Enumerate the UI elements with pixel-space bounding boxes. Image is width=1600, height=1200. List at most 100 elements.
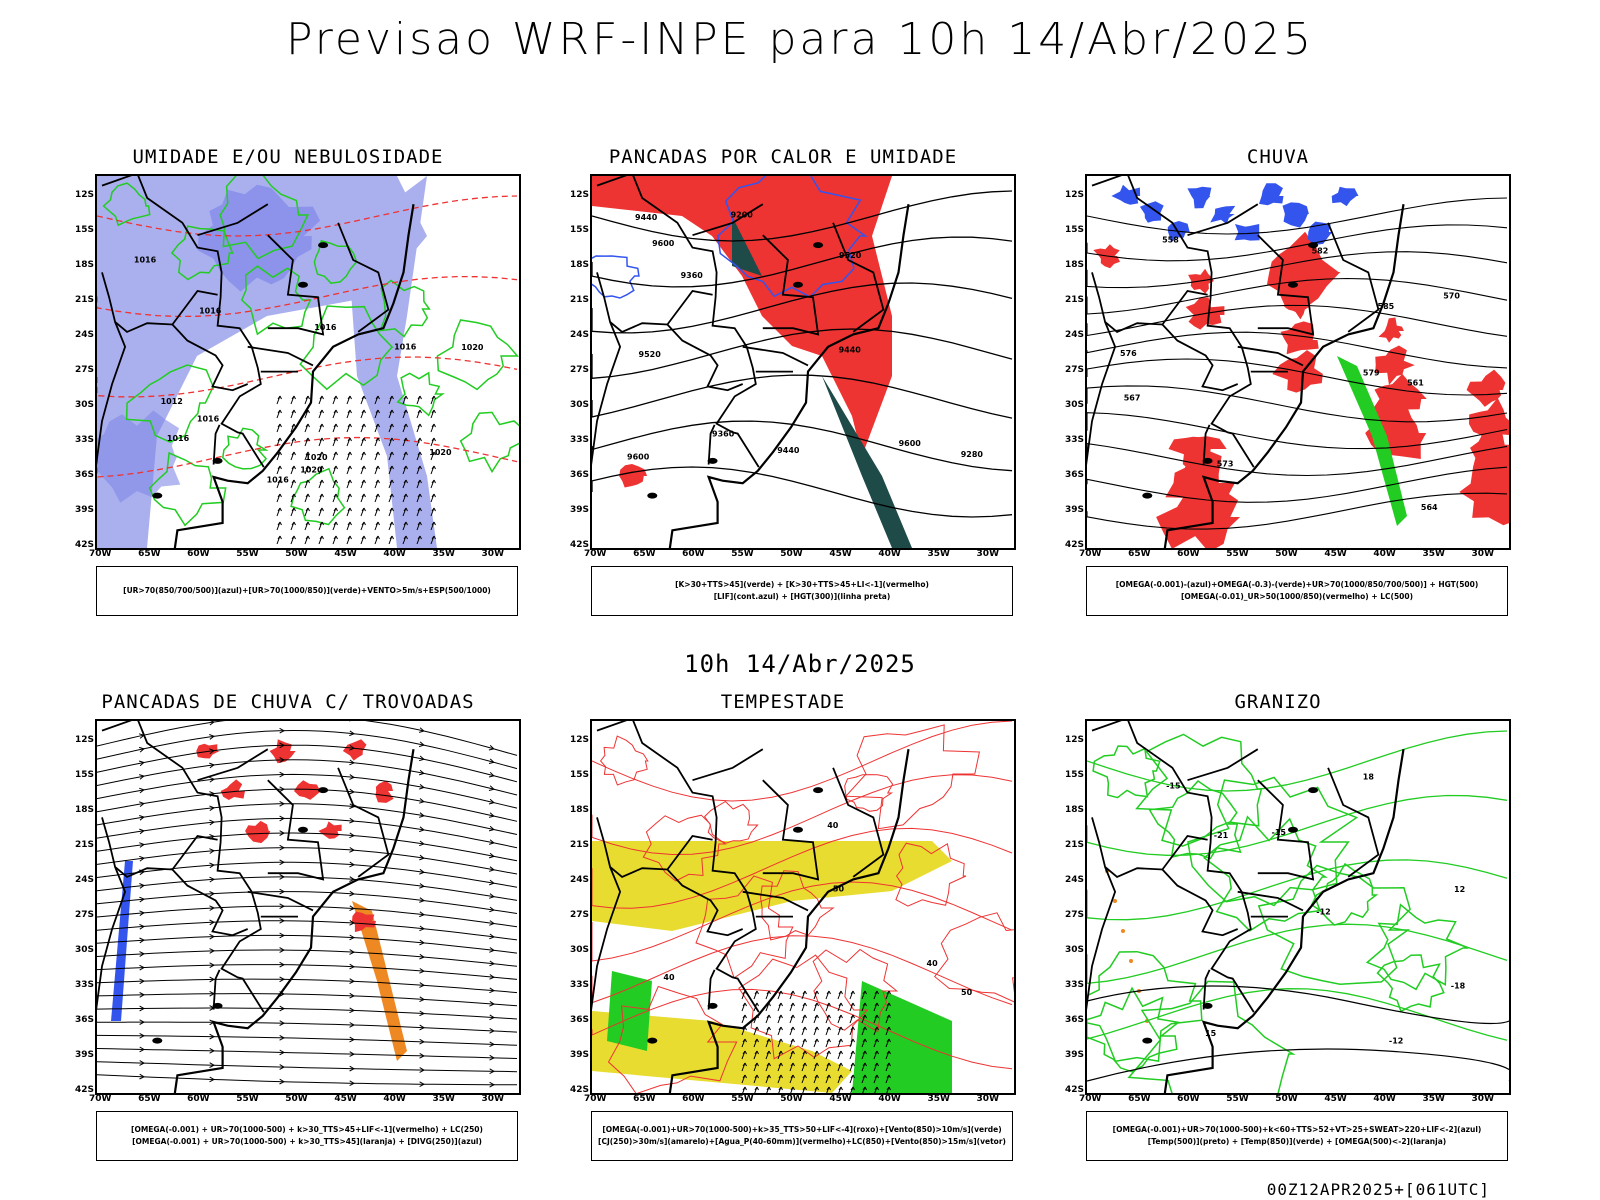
contour-label: 1016	[134, 255, 157, 264]
contour-label: 567	[1124, 394, 1141, 403]
legend-line: [CJ(250)>30m/s](amarelo)+[Agua_P(40-60mm…	[598, 1137, 1006, 1146]
map-svg: 585 582 579 576 573 570 567 564 561 558	[1087, 176, 1509, 548]
contour-label: 579	[1363, 368, 1380, 377]
latitude-label: 18S	[569, 805, 589, 815]
longitude-label: 70W	[89, 549, 112, 559]
map-frame: 40 50 40 50 40	[590, 719, 1016, 1095]
longitude-label: 30W	[1471, 1094, 1494, 1104]
longitude-label: 60W	[187, 1094, 210, 1104]
longitude-label: 60W	[682, 1094, 705, 1104]
valid-time-label: 10h 14/Abr/2025	[684, 650, 916, 678]
latitude-label: 21S	[569, 840, 589, 850]
longitude-label: 50W	[1275, 1094, 1298, 1104]
latitude-label: 21S	[1064, 840, 1084, 850]
political-boundaries	[592, 176, 910, 548]
latitude-label: 21S	[74, 840, 94, 850]
map-frame: 9600 9520 9440 9600 9520 9440 9360 9280 9200 9360…	[590, 174, 1016, 550]
longitude-label: 35W	[1422, 1094, 1445, 1104]
latitude-label: 12S	[569, 735, 589, 745]
contour-label: 9360	[681, 271, 704, 280]
latitude-label: 24S	[74, 875, 94, 885]
longitude-label: 60W	[682, 549, 705, 559]
legend-line: [OMEGA(-0.001)-(azul)+OMEGA(-0.3)-(verde…	[1115, 580, 1479, 589]
latitude-label: 24S	[1064, 330, 1084, 340]
longitude-label: 40W	[1373, 549, 1396, 559]
latitude-label: 33S	[1064, 435, 1084, 445]
latitude-label: 39S	[1064, 505, 1084, 515]
contour-label: 1020	[305, 453, 328, 462]
longitude-label: 40W	[383, 1094, 406, 1104]
panel-chuva: CHUVA 585 582 579 576 573 570 567 564 561 558 [OM…	[1048, 146, 1511, 638]
latitude-label: 12S	[1064, 735, 1084, 745]
contour-label: 576	[1120, 349, 1137, 358]
latitude-label: 18S	[1064, 805, 1084, 815]
contour-labels: -12 -15 -18 12 15 18 -21 -12 -15	[1166, 773, 1466, 1046]
latitude-label: 30S	[74, 400, 94, 410]
latitude-label: 15S	[569, 225, 589, 235]
longitude-label: 50W	[780, 1094, 803, 1104]
latitude-label: 15S	[74, 225, 94, 235]
contour-label: -15	[1272, 828, 1287, 837]
latitude-label: 27S	[74, 365, 94, 375]
contour-label: 1012	[161, 397, 183, 406]
contour-label: 9520	[839, 251, 862, 260]
legend-line: [K>30+TTS>45](verde) + [K>30+TTS>45+LI<-…	[675, 580, 929, 589]
contour-label: 1020	[429, 448, 452, 457]
longitude-label: 60W	[1177, 1094, 1200, 1104]
latitude-label: 18S	[569, 260, 589, 270]
contour-label: 558	[1162, 236, 1179, 245]
contour-label: 40	[827, 821, 839, 830]
latitude-label: 33S	[569, 435, 589, 445]
panel-title: UMIDADE E/OU NEBULOSIDADE	[132, 146, 444, 168]
map-svg: 1016 1020 1016 1016 1020 1016 1020 1012 1016 1016…	[97, 176, 519, 548]
longitude-label: 50W	[780, 549, 803, 559]
longitude-label: 45W	[829, 549, 852, 559]
map-svg	[97, 721, 518, 1093]
contour-label: 582	[1312, 246, 1329, 255]
panel-title: PANCADAS POR CALOR E UMIDADE	[608, 146, 958, 168]
longitude-label: 30W	[481, 1094, 504, 1104]
longitude-label: 50W	[285, 1094, 308, 1104]
longitude-label: 40W	[878, 549, 901, 559]
longitude-label: 55W	[731, 1094, 754, 1104]
longitude-label: 65W	[1128, 1094, 1151, 1104]
latitude-label: 39S	[569, 1050, 589, 1060]
contour-label: 9440	[839, 346, 862, 355]
map-svg: 40 50 40 50 40	[592, 721, 1014, 1093]
contour-lines	[97, 721, 518, 1088]
contour-labels: 585 582 579 576 573 570 567 564 561 558	[1120, 236, 1460, 513]
latitude-label: 36S	[569, 1015, 589, 1025]
latitude-label: 30S	[1064, 945, 1084, 955]
run-timestamp: 00Z12APR2025+[061UTC]	[1266, 1180, 1490, 1199]
latitude-label: 27S	[1064, 365, 1084, 375]
longitude-label: 70W	[1079, 1094, 1102, 1104]
longitude-label: 45W	[1324, 1094, 1347, 1104]
latitude-label: 33S	[1064, 980, 1084, 990]
longitude-label: 35W	[927, 549, 950, 559]
latitude-label: 15S	[1064, 225, 1084, 235]
latitude-label: 42S	[1064, 540, 1084, 550]
panel-legend: [OMEGA(-0.001)-(azul)+OMEGA(-0.3)-(verde…	[1086, 566, 1508, 616]
longitude-label: 30W	[976, 549, 999, 559]
contour-label: 1016	[167, 434, 190, 443]
contour-label: 9200	[731, 211, 754, 220]
latitude-label: 18S	[74, 260, 94, 270]
longitude-label: 70W	[1079, 549, 1102, 559]
contour-label: 573	[1217, 459, 1234, 468]
longitude-label: 45W	[334, 1094, 357, 1104]
legend-line: [OMEGA(-0.001)+UR>70(1000-500)+k<60+TTS>…	[1112, 1125, 1482, 1134]
longitude-label: 65W	[633, 549, 656, 559]
panel-granizo: GRANIZO -12 -15 -18 12 15 18 -21 -12 -15 [OMEGA(…	[1048, 691, 1511, 1183]
latitude-label: 24S	[569, 875, 589, 885]
map-svg: 9600 9520 9440 9600 9520 9440 9360 9280 9200 9360…	[592, 176, 1013, 548]
longitude-label: 55W	[236, 549, 259, 559]
latitude-label: 15S	[74, 770, 94, 780]
latitude-label: 39S	[74, 505, 94, 515]
contour-labels: 1016 1020 1016 1016 1020 1016 1020 1012 1016 1016…	[134, 255, 484, 484]
latitude-label: 36S	[1064, 470, 1084, 480]
latitude-label: 12S	[74, 190, 94, 200]
contour-label: 9280	[961, 450, 984, 459]
latitude-label: 18S	[74, 805, 94, 815]
legend-line: [OMEGA(-0.001)+UR>70(1000-500)+k>35_TTS>…	[602, 1125, 1002, 1134]
contour-label: 50	[833, 885, 845, 894]
